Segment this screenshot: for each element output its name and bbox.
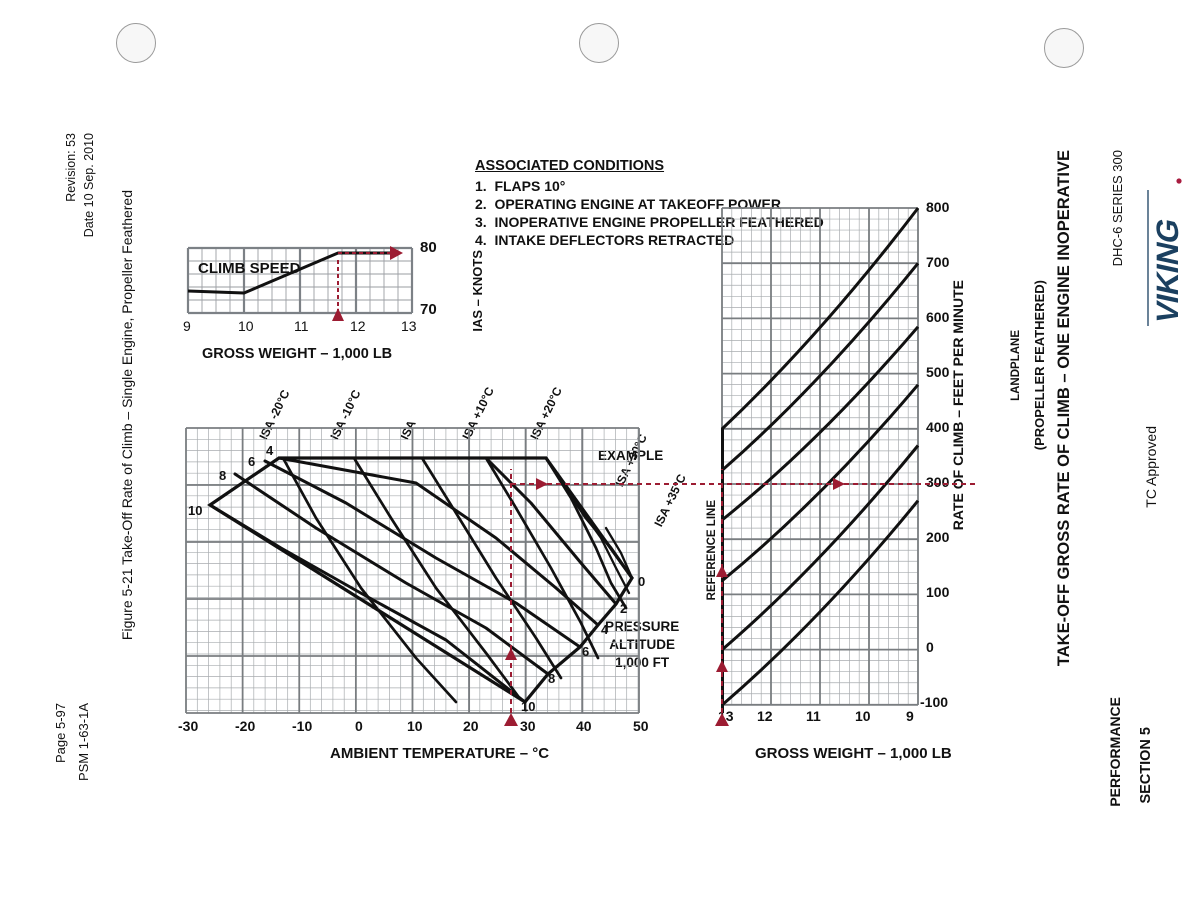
svg-text:8: 8	[219, 468, 226, 483]
svg-text:10: 10	[188, 503, 202, 518]
svg-text:0: 0	[638, 574, 645, 589]
svg-text:10: 10	[521, 699, 535, 714]
svg-text:6: 6	[248, 454, 255, 469]
svg-text:6: 6	[582, 644, 589, 659]
svg-text:8: 8	[548, 671, 555, 686]
svg-text:4: 4	[266, 443, 274, 458]
svg-text:2: 2	[620, 601, 627, 616]
svg-text:4: 4	[601, 622, 609, 637]
svg-text:VIKING: VIKING	[1150, 215, 1185, 326]
